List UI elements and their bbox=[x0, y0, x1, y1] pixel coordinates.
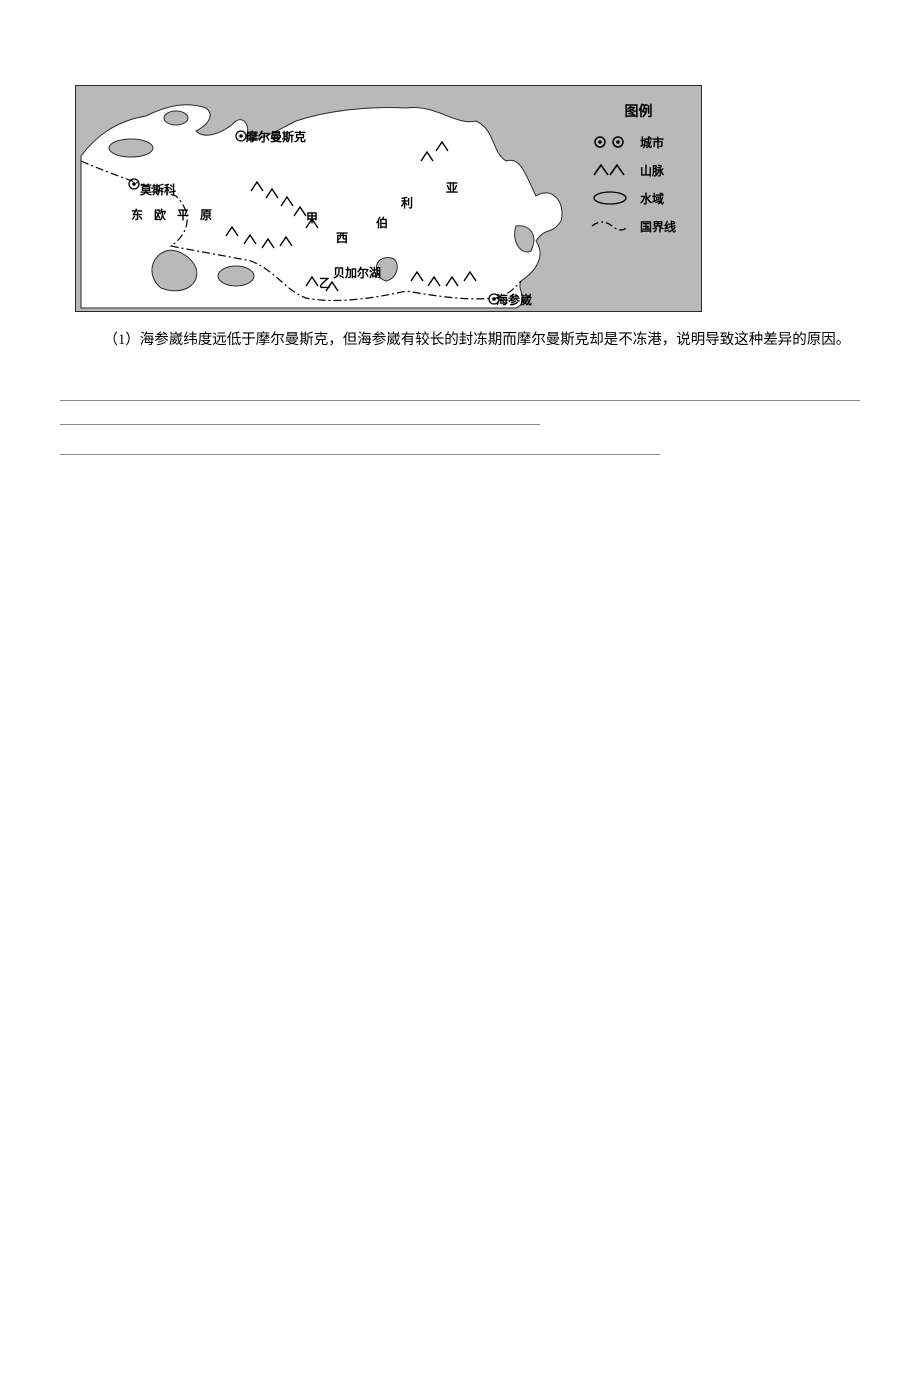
label-east-europe-plain: 东 欧 平 原 bbox=[131, 206, 216, 223]
lake-nw2 bbox=[164, 111, 188, 125]
label-ya: 亚 bbox=[446, 179, 458, 196]
label-xi: 西 bbox=[336, 229, 348, 246]
legend-title: 图例 bbox=[586, 101, 691, 121]
label-baikal: 贝加尔湖 bbox=[333, 264, 381, 281]
map-legend: 图例 城市 山脉 水域 bbox=[586, 101, 691, 245]
answer-line-2 bbox=[60, 423, 540, 425]
label-li: 利 bbox=[401, 194, 413, 211]
lake-nw1 bbox=[109, 139, 153, 157]
aral-sea bbox=[218, 266, 254, 286]
map-figure: 摩尔曼斯克 莫斯科 东 欧 平 原 甲 西 伯 利 亚 乙 贝加尔湖 海参崴 图… bbox=[75, 85, 702, 312]
answer-line-3 bbox=[60, 453, 660, 455]
legend-city-icon bbox=[586, 133, 634, 151]
legend-mountain-icon bbox=[586, 161, 634, 179]
legend-row-mountain: 山脉 bbox=[586, 161, 691, 179]
legend-border-label: 国界线 bbox=[640, 218, 676, 235]
legend-water-label: 水域 bbox=[640, 190, 664, 207]
legend-water-icon bbox=[586, 189, 634, 207]
label-yi: 乙 bbox=[319, 274, 331, 291]
label-moscow: 莫斯科 bbox=[140, 181, 176, 198]
question-block: （1）海参崴纬度远低于摩尔曼斯克，但海参崴有较长的封冻期而摩尔曼斯克却是不冻港，… bbox=[60, 327, 860, 456]
legend-city-label: 城市 bbox=[640, 134, 664, 151]
legend-row-city: 城市 bbox=[586, 133, 691, 151]
label-vladivostok: 海参崴 bbox=[496, 291, 532, 308]
question-number: （1） bbox=[104, 332, 140, 348]
label-bo: 伯 bbox=[376, 214, 388, 231]
question-body: 海参崴纬度远低于摩尔曼斯克，但海参崴有较长的封冻期而摩尔曼斯克却是不冻港，说明导… bbox=[140, 332, 851, 348]
answer-line-1 bbox=[60, 399, 860, 401]
legend-row-water: 水域 bbox=[586, 189, 691, 207]
legend-border-icon bbox=[586, 217, 634, 235]
question-text: （1）海参崴纬度远低于摩尔曼斯克，但海参崴有较长的封冻期而摩尔曼斯克却是不冻港，… bbox=[60, 327, 860, 355]
legend-mountain-label: 山脉 bbox=[640, 162, 664, 179]
label-murmansk: 摩尔曼斯克 bbox=[246, 128, 306, 145]
label-jia: 甲 bbox=[306, 209, 318, 226]
legend-row-border: 国界线 bbox=[586, 217, 691, 235]
